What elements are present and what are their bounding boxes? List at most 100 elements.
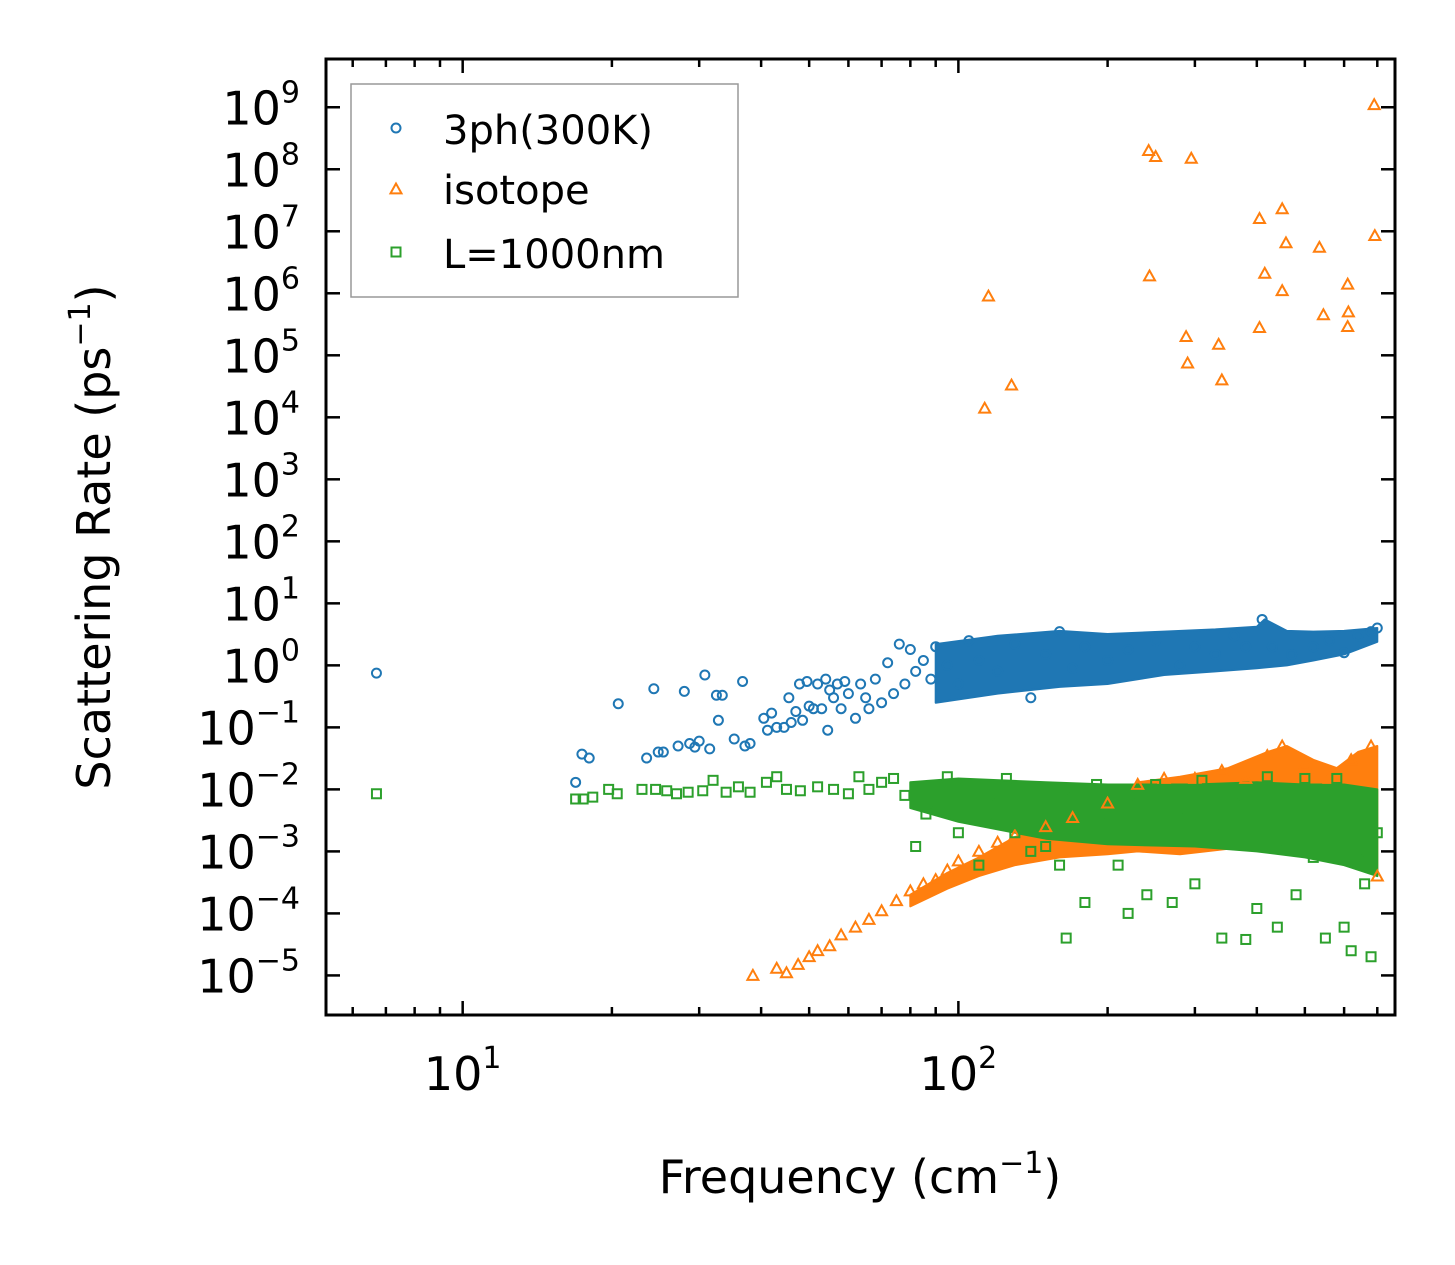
point-s1-20 (1038, 819, 1053, 833)
point-s0-38 (820, 673, 832, 685)
point-s0-57 (910, 665, 922, 677)
point-s2-59 (1240, 933, 1252, 945)
point-s0-64 (973, 654, 985, 666)
point-s2-73 (1365, 951, 1377, 963)
point-s0-66 (1009, 638, 1021, 650)
point-s0-59 (925, 673, 937, 685)
point-s2-56 (1209, 827, 1221, 839)
point-s1-45 (1214, 372, 1230, 386)
point-s2-45 (1091, 778, 1103, 790)
x-axis-title: Frequency (cm−1) (659, 1146, 1062, 1204)
point-s2-36 (992, 789, 1004, 801)
point-s1-2 (779, 965, 794, 979)
point-s2-28 (910, 840, 922, 852)
point-s2-47 (1112, 859, 1124, 871)
point-s1-54 (1340, 276, 1355, 290)
y-tick-label-13: 10−4 (197, 881, 300, 941)
point-s0-39 (822, 724, 834, 736)
point-s1-51 (1274, 283, 1290, 297)
point-s0-17 (712, 714, 724, 726)
point-s1-37 (1004, 377, 1019, 391)
point-s2-18 (780, 783, 792, 795)
point-s2-69 (1338, 921, 1350, 933)
point-s0-29 (785, 716, 797, 728)
point-s1-57 (1366, 97, 1382, 111)
point-s0-44 (839, 675, 851, 687)
point-s1-28 (1260, 748, 1275, 762)
point-s1-35 (977, 400, 992, 414)
point-s0-28 (783, 692, 795, 704)
legend-marker-0 (390, 122, 402, 134)
point-s1-34 (1370, 868, 1385, 882)
point-s1-55 (1341, 304, 1356, 318)
band-0 (934, 618, 1379, 704)
point-s2-66 (1307, 851, 1319, 863)
point-s0-54 (893, 638, 905, 650)
point-s2-49 (1132, 789, 1144, 801)
point-s1-21 (1065, 810, 1080, 824)
legend-box (350, 83, 739, 298)
point-s0-6 (648, 683, 660, 695)
point-s1-47 (1257, 265, 1272, 279)
point-s2-72 (1359, 878, 1371, 890)
point-s1-23 (1130, 776, 1145, 790)
point-s0-33 (801, 675, 813, 687)
point-s0-53 (888, 688, 900, 700)
point-s0-77 (1209, 648, 1221, 660)
legend-markers (388, 122, 404, 258)
point-s0-7 (652, 746, 664, 758)
point-s2-26 (888, 772, 900, 784)
density-bands (909, 618, 1379, 908)
point-s2-31 (941, 771, 953, 783)
y-axis-title: Scattering Rate (ps−1) (63, 284, 121, 789)
point-s1-14 (928, 872, 943, 886)
y-tick-label-12: 10−3 (197, 819, 300, 879)
y-tick-label-7: 102 (222, 509, 300, 569)
point-s0-22 (744, 737, 756, 749)
x-tick-label-1: 102 (920, 1041, 998, 1101)
point-s0-72 (1102, 654, 1114, 666)
y-tick-label-14: 10−5 (197, 943, 300, 1003)
point-s2-27 (899, 789, 911, 801)
point-s1-9 (861, 911, 877, 925)
point-s0-45 (842, 688, 854, 700)
point-s0-75 (1174, 659, 1186, 671)
point-s2-43 (1067, 783, 1079, 795)
point-s1-33 (1363, 738, 1379, 752)
point-s0-25 (766, 707, 778, 719)
point-s1-12 (903, 883, 918, 897)
point-s1-50 (1278, 235, 1294, 249)
point-s2-14 (732, 781, 744, 793)
point-s2-52 (1166, 896, 1178, 908)
point-s1-32 (1343, 752, 1359, 766)
point-s1-36 (981, 288, 996, 302)
point-s1-26 (1214, 763, 1230, 777)
point-s0-68 (1040, 648, 1052, 660)
point-s1-53 (1316, 307, 1331, 321)
point-s0-70 (1067, 662, 1079, 674)
point-s1-44 (1211, 336, 1226, 350)
point-s0-81 (1266, 641, 1278, 653)
point-s0-67 (1025, 692, 1037, 704)
point-s0-85 (1338, 647, 1350, 659)
point-s2-23 (853, 771, 865, 783)
point-s2-10 (682, 786, 694, 798)
point-s2-21 (828, 783, 840, 795)
point-s0-84 (1323, 635, 1335, 647)
point-s0-0 (370, 667, 382, 679)
y-tick-label-3: 106 (222, 261, 300, 321)
point-s2-57 (1216, 932, 1228, 944)
point-s1-46 (1252, 211, 1267, 225)
point-s1-42 (1178, 329, 1194, 343)
y-tick-label-4: 105 (222, 323, 300, 383)
point-s0-73 (1122, 644, 1134, 656)
y-tick-label-8: 101 (222, 571, 300, 631)
point-s0-16 (710, 689, 722, 701)
point-s1-56 (1340, 319, 1355, 333)
point-s1-16 (951, 853, 966, 867)
point-s0-26 (771, 721, 783, 733)
point-s0-3 (583, 752, 595, 764)
point-s1-18 (990, 834, 1005, 848)
point-s2-11 (697, 785, 709, 797)
point-s1-4 (801, 949, 817, 963)
